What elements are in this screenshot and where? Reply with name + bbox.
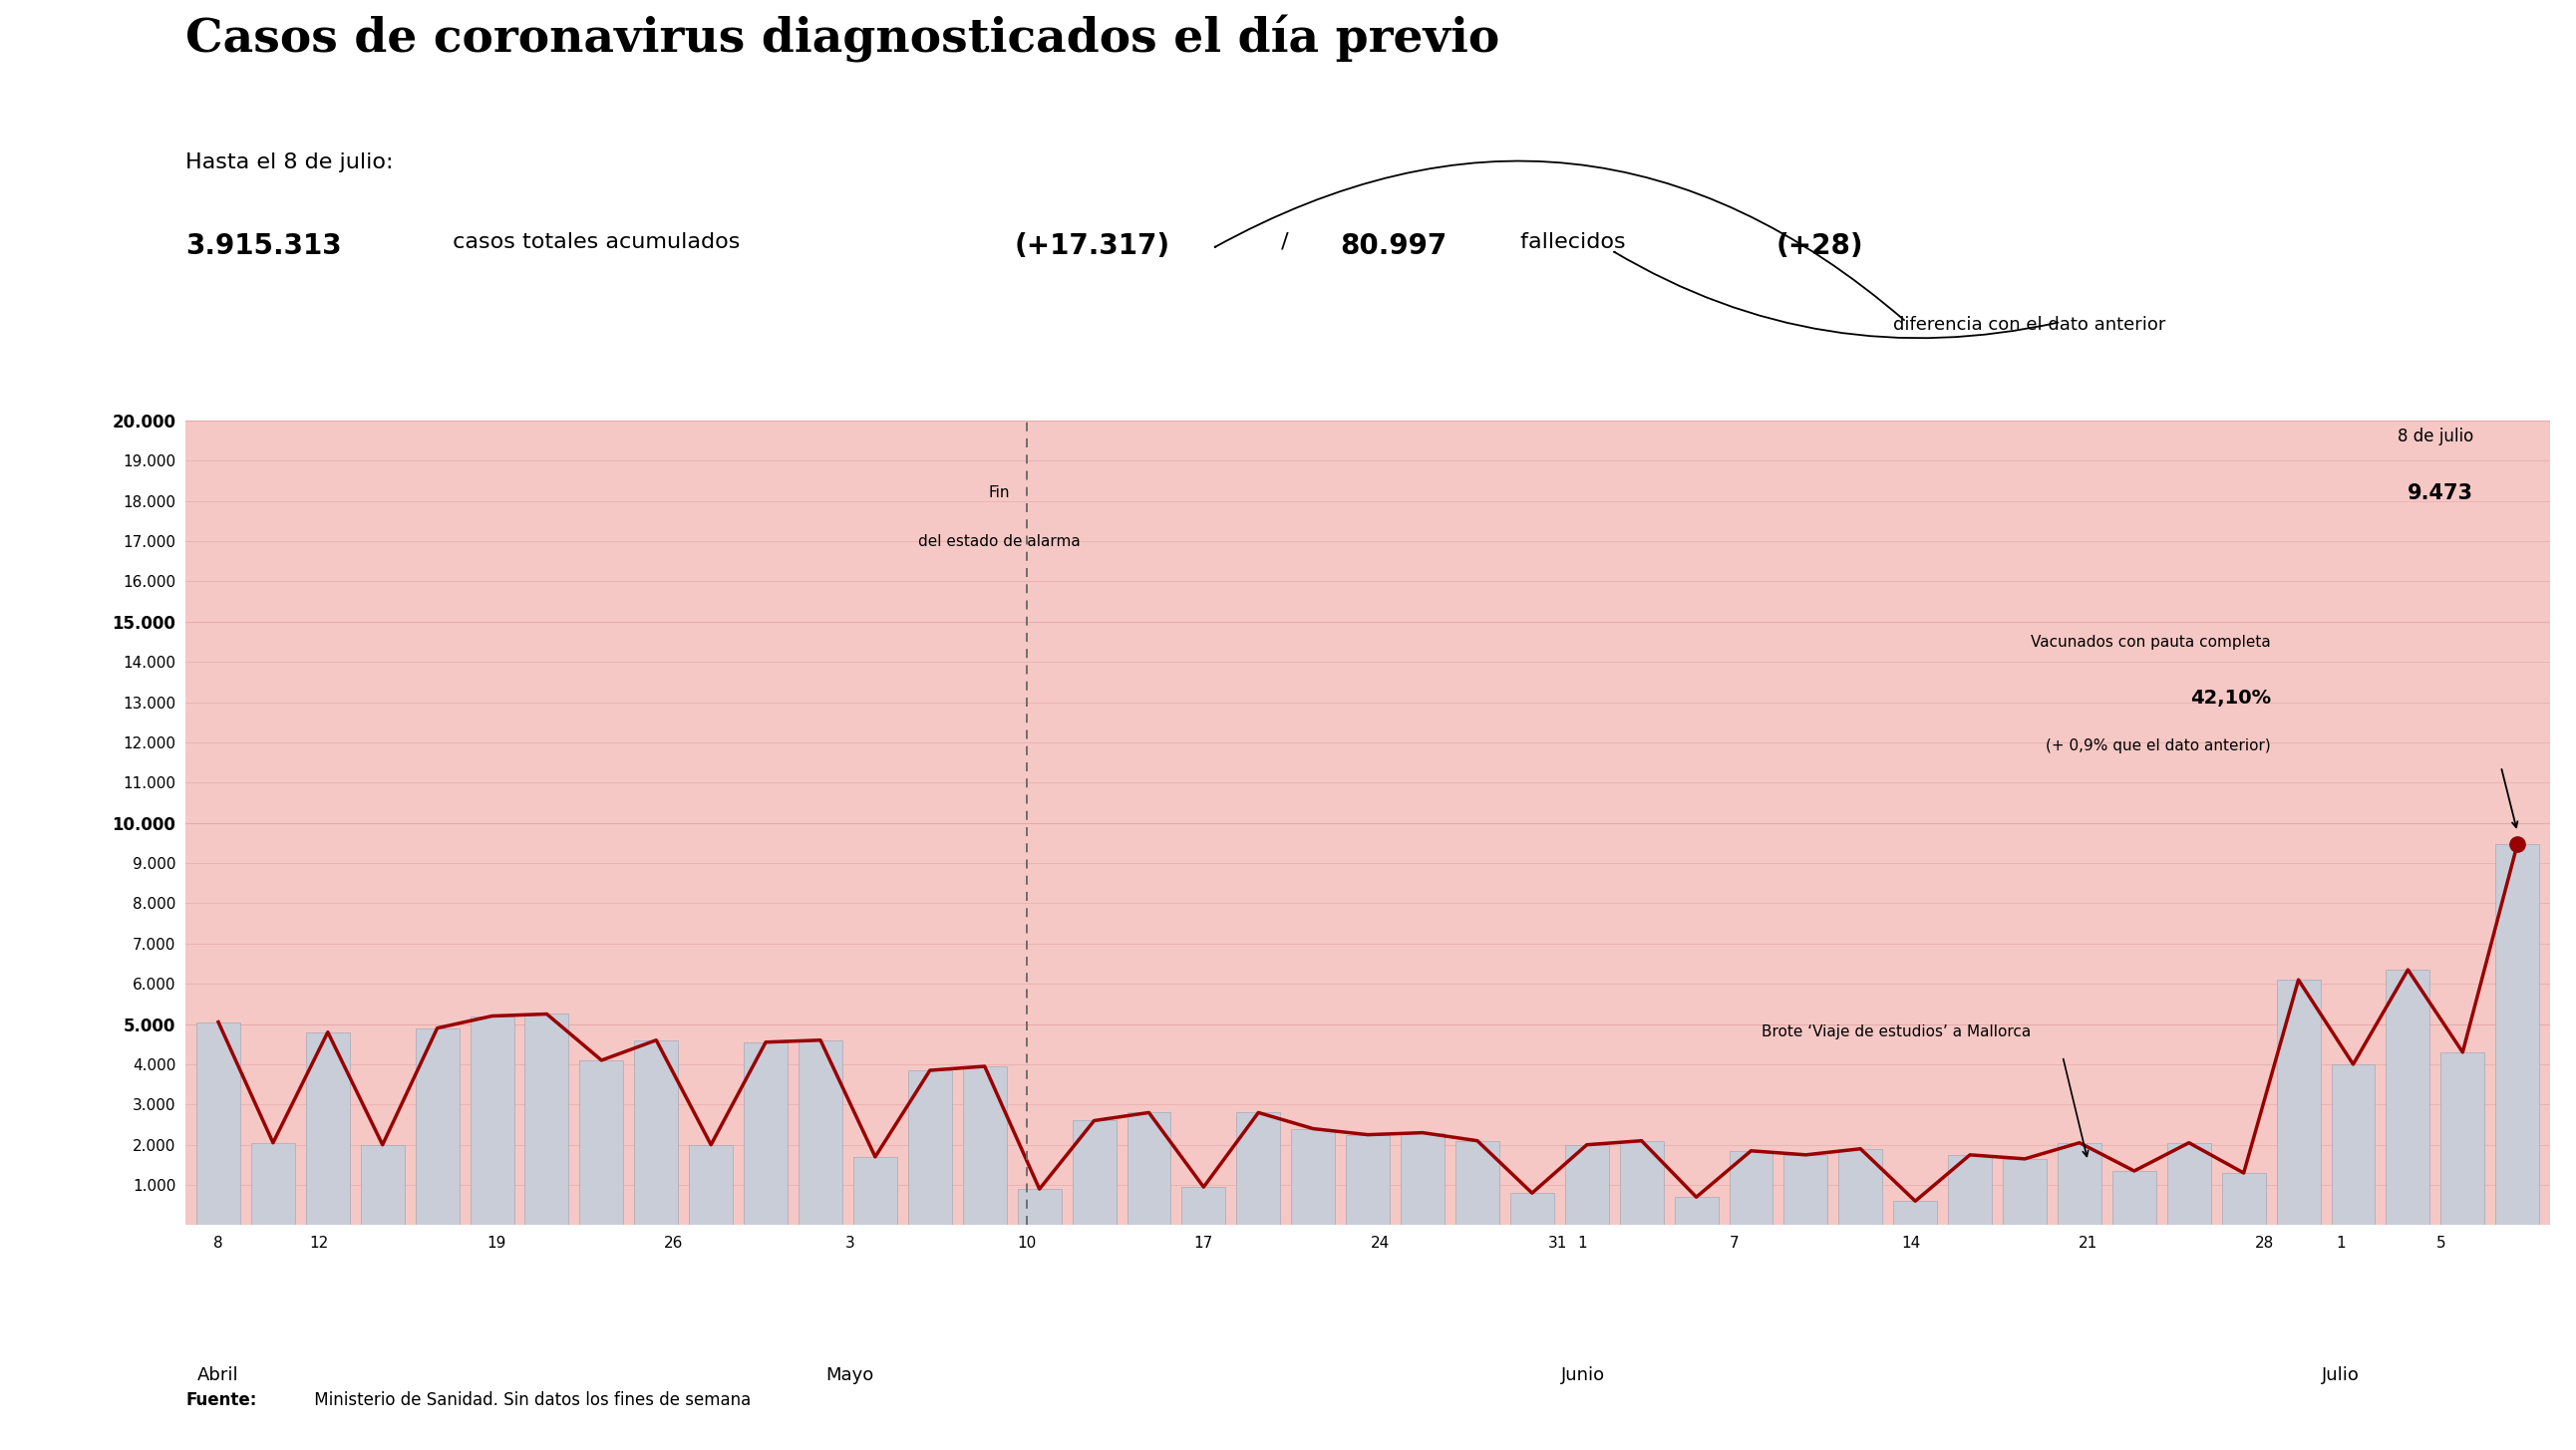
Bar — [2112, 1172, 2156, 1225]
Bar — [1291, 1128, 1334, 1225]
Bar — [526, 1014, 569, 1225]
Bar — [907, 1070, 953, 1225]
Text: 9.473: 9.473 — [2409, 483, 2473, 503]
Bar — [1947, 1154, 1991, 1225]
Bar — [1236, 1112, 1280, 1225]
Bar — [1401, 1132, 1445, 1225]
Bar — [415, 1028, 459, 1225]
Bar — [1893, 1201, 1937, 1225]
Bar — [2496, 844, 2540, 1225]
Bar — [307, 1032, 350, 1225]
Bar — [1182, 1188, 1226, 1225]
Text: Ministerio de Sanidad. Sin datos los fines de semana: Ministerio de Sanidad. Sin datos los fin… — [309, 1392, 752, 1409]
Text: 3.915.313: 3.915.313 — [185, 232, 343, 260]
Text: (+28): (+28) — [1775, 232, 1862, 260]
Text: 8 de julio: 8 de julio — [2398, 428, 2473, 445]
Bar — [580, 1060, 623, 1225]
Bar — [361, 1146, 404, 1225]
Bar — [1510, 1193, 1553, 1225]
Text: Abril: Abril — [198, 1366, 240, 1383]
Bar — [250, 1143, 294, 1225]
Bar — [1674, 1198, 1718, 1225]
Bar — [963, 1066, 1007, 1225]
Bar — [744, 1043, 788, 1225]
Text: Casos de coronavirus diagnosticados el día previo: Casos de coronavirus diagnosticados el d… — [185, 14, 1499, 62]
Text: (+ 0,9% que el dato anterior): (+ 0,9% que el dato anterior) — [2045, 740, 2272, 754]
Text: diferencia con el dato anterior: diferencia con el dato anterior — [1893, 316, 2166, 334]
Text: (+17.317): (+17.317) — [1015, 232, 1170, 260]
Text: Fin: Fin — [989, 486, 1010, 500]
Text: Fuente:: Fuente: — [185, 1392, 258, 1409]
Text: Hasta el 8 de julio:: Hasta el 8 de julio: — [185, 152, 394, 173]
Bar — [1072, 1121, 1115, 1225]
Bar — [853, 1157, 896, 1225]
Bar — [196, 1022, 240, 1225]
Text: Brote ‘Viaje de estudios’ a Mallorca: Brote ‘Viaje de estudios’ a Mallorca — [1762, 1025, 2030, 1040]
Bar — [2277, 980, 2321, 1225]
Text: Mayo: Mayo — [827, 1366, 873, 1383]
Bar — [1728, 1151, 1772, 1225]
Text: 80.997: 80.997 — [1340, 232, 1448, 260]
Text: del estado de alarma: del estado de alarma — [917, 534, 1079, 548]
Bar — [469, 1016, 513, 1225]
Bar — [2221, 1173, 2267, 1225]
Text: 42,10%: 42,10% — [2190, 689, 2272, 708]
Bar — [2385, 970, 2429, 1225]
Text: Julio: Julio — [2321, 1366, 2360, 1383]
Bar — [1128, 1112, 1172, 1225]
Bar — [2166, 1143, 2210, 1225]
Bar — [2331, 1064, 2375, 1225]
Bar — [1839, 1148, 1883, 1225]
Text: Junio: Junio — [1561, 1366, 1605, 1383]
Text: Vacunados con pauta completa: Vacunados con pauta completa — [2030, 634, 2272, 650]
Text: /: / — [1275, 232, 1296, 252]
Bar — [2004, 1159, 2045, 1225]
Text: casos totales acumulados: casos totales acumulados — [446, 232, 747, 252]
Bar — [1455, 1141, 1499, 1225]
Bar — [688, 1146, 732, 1225]
Text: fallecidos: fallecidos — [1512, 232, 1633, 252]
Bar — [1620, 1141, 1664, 1225]
Bar — [799, 1040, 842, 1225]
Bar — [634, 1040, 677, 1225]
Bar — [1018, 1189, 1061, 1225]
Bar — [1566, 1146, 1607, 1225]
Bar — [1345, 1135, 1391, 1225]
Bar — [2442, 1053, 2483, 1225]
Bar — [2058, 1143, 2102, 1225]
Bar — [1783, 1154, 1829, 1225]
